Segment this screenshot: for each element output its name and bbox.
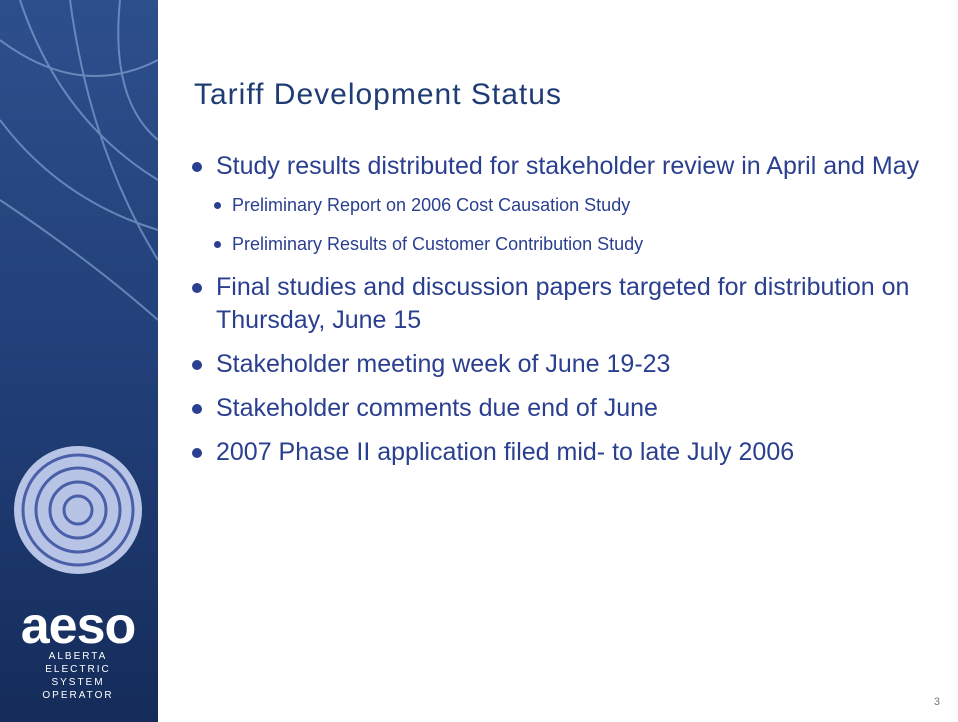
bullet: Final studies and discussion papers targ… [190, 271, 930, 337]
bullet: Study results distributed for stakeholde… [190, 150, 930, 256]
bullet-text: Study results distributed for stakeholde… [216, 152, 920, 180]
logo-name: aeso [20, 597, 137, 655]
sub-bullet: Preliminary Report on 2006 Cost Causatio… [212, 193, 930, 217]
logo-line: ELECTRIC [45, 664, 111, 675]
bullet-text: 2007 Phase II application filed mid- to … [216, 438, 795, 466]
sidebar: aeso ALBERTA ELECTRIC SYSTEM OPERATOR [0, 0, 159, 722]
bullet: Stakeholder comments due end of June [190, 392, 930, 425]
sidebar-art [0, 0, 159, 574]
sub-bullet: Preliminary Results of Customer Contribu… [212, 232, 930, 256]
logo: aeso ALBERTA ELECTRIC SYSTEM OPERATOR [8, 597, 148, 702]
bullet: Stakeholder meeting week of June 19-23 [190, 348, 930, 381]
logo-line: OPERATOR [42, 690, 114, 701]
page-number: 3 [933, 696, 940, 708]
bullet-text: Stakeholder comments due end of June [216, 394, 658, 422]
bullet-text: Final studies and discussion papers targ… [216, 273, 910, 334]
logo-line: ALBERTA [48, 651, 108, 662]
bullet-text: Stakeholder meeting week of June 19-23 [216, 350, 671, 378]
logo-line: SYSTEM [51, 677, 105, 688]
bullet: 2007 Phase II application filed mid- to … [190, 436, 930, 469]
sub-list: Preliminary Report on 2006 Cost Causatio… [212, 193, 930, 256]
bullet-list: Study results distributed for stakeholde… [190, 150, 930, 480]
slide-title: Tariff Development Status [194, 78, 562, 111]
